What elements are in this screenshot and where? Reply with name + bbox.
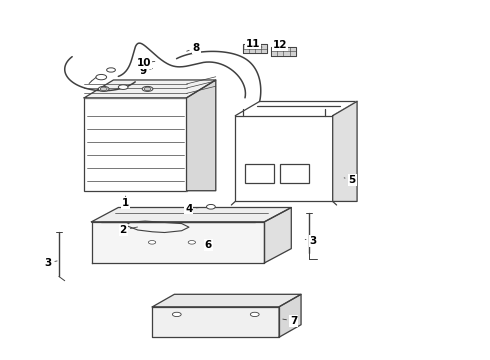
Ellipse shape: [250, 312, 259, 316]
Text: 9: 9: [139, 66, 152, 76]
Bar: [280, 164, 309, 183]
Text: 8: 8: [187, 43, 200, 53]
Polygon shape: [92, 222, 265, 263]
Text: 11: 11: [246, 39, 262, 49]
Bar: [206, 315, 225, 332]
Text: 5: 5: [344, 175, 356, 185]
Ellipse shape: [148, 240, 156, 244]
Polygon shape: [243, 44, 267, 53]
Ellipse shape: [144, 87, 151, 91]
Polygon shape: [279, 294, 301, 337]
Text: 7: 7: [283, 316, 297, 326]
Ellipse shape: [98, 86, 109, 91]
Text: 3: 3: [44, 258, 57, 268]
Ellipse shape: [172, 312, 181, 316]
Text: 10: 10: [137, 58, 155, 68]
Polygon shape: [271, 47, 296, 56]
Polygon shape: [125, 221, 189, 233]
Ellipse shape: [206, 204, 215, 209]
Text: 3: 3: [305, 236, 317, 246]
Bar: [245, 164, 274, 183]
Ellipse shape: [188, 240, 196, 244]
Bar: [84, 98, 187, 191]
Ellipse shape: [107, 68, 116, 72]
Polygon shape: [92, 207, 291, 222]
Text: 6: 6: [205, 240, 212, 250]
Ellipse shape: [118, 85, 128, 89]
Text: 1: 1: [122, 196, 129, 208]
Bar: [172, 315, 192, 332]
Text: 2: 2: [120, 225, 138, 235]
Text: 4: 4: [185, 203, 201, 213]
Text: 12: 12: [273, 40, 287, 50]
Polygon shape: [333, 102, 357, 202]
Polygon shape: [265, 207, 291, 263]
Ellipse shape: [96, 75, 107, 80]
Polygon shape: [187, 80, 216, 191]
Polygon shape: [152, 294, 301, 307]
Ellipse shape: [100, 87, 107, 91]
Polygon shape: [152, 307, 279, 337]
Bar: [240, 315, 260, 332]
Ellipse shape: [142, 86, 153, 91]
Polygon shape: [84, 80, 216, 98]
